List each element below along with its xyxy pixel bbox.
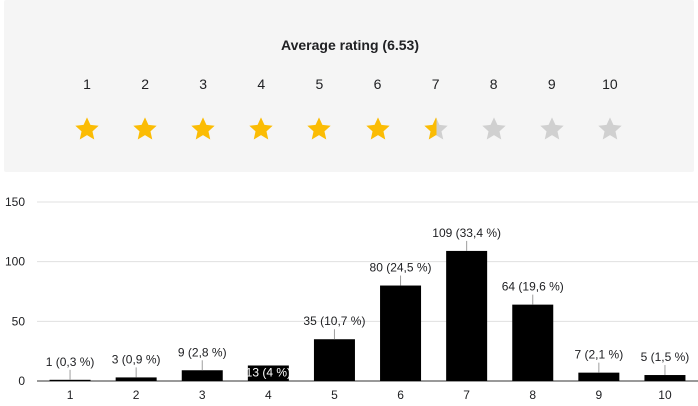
data-label: 80 (24,5 %)	[370, 261, 432, 275]
star-icon	[131, 115, 159, 143]
data-label: 3 (0,9 %)	[112, 352, 161, 366]
data-label: 13 (4 %)	[246, 365, 291, 379]
rating-scale-number: 9	[547, 76, 556, 92]
y-tick-label: 150	[5, 195, 25, 209]
bar	[49, 379, 91, 381]
star-icon	[422, 115, 450, 143]
data-label: 64 (19,6 %)	[502, 280, 564, 294]
rating-scale-number: 2	[141, 76, 149, 92]
x-tick-label: 2	[133, 388, 140, 402]
x-tick-label: 10	[658, 388, 672, 402]
x-tick-label: 6	[397, 388, 404, 402]
rating-scale-number: 3	[199, 76, 208, 92]
rating-scale-number: 7	[431, 76, 440, 92]
bar	[115, 377, 157, 381]
star-icon	[364, 115, 392, 143]
x-tick-label: 3	[199, 388, 206, 402]
rating-summary-card	[4, 0, 694, 172]
star-icon	[480, 115, 508, 143]
star-icon	[189, 115, 217, 143]
bar	[313, 339, 355, 381]
y-tick-label: 0	[18, 374, 25, 388]
data-label: 109 (33,4 %)	[432, 226, 501, 240]
data-label: 35 (10,7 %)	[303, 314, 365, 328]
star-icon	[596, 115, 624, 143]
ratings-bar-chart: 0 50 100 150 1 (0,3 %) 1 3 (0,9 %) 2 9 (2,8 %) 3 1…	[5, 195, 698, 402]
rating-scale-number: 6	[373, 76, 382, 92]
x-tick-label: 7	[463, 388, 470, 402]
bar	[578, 372, 620, 381]
bar	[380, 285, 422, 381]
average-rating-title: Average rating (6.53)	[281, 37, 419, 53]
x-tick-label: 4	[265, 388, 272, 402]
rating-scale-number: 8	[489, 76, 498, 92]
data-label: 7 (2,1 %)	[575, 348, 624, 362]
bar	[644, 375, 686, 381]
bar	[446, 250, 488, 381]
rating-scale-number: 10	[602, 76, 618, 92]
star-icon	[73, 115, 101, 143]
x-tick-label: 1	[67, 388, 74, 402]
rating-scale-number: 5	[315, 76, 324, 92]
rating-scale-number: 4	[257, 76, 266, 92]
data-label: 5 (1,5 %)	[641, 350, 690, 364]
x-tick-label: 5	[331, 388, 338, 402]
x-tick-label: 9	[596, 388, 603, 402]
bar	[247, 365, 289, 381]
star-icon	[305, 115, 333, 143]
star-icon	[247, 115, 275, 143]
data-label: 9 (2,8 %)	[178, 345, 227, 359]
y-tick-label: 100	[5, 255, 25, 269]
rating-scale-number: 1	[83, 76, 91, 92]
data-label: 1 (0,3 %)	[46, 355, 95, 369]
x-tick-label: 8	[529, 388, 536, 402]
star-icon	[538, 115, 566, 143]
bar	[181, 370, 223, 381]
bar	[512, 304, 554, 381]
y-tick-label: 50	[12, 314, 26, 328]
